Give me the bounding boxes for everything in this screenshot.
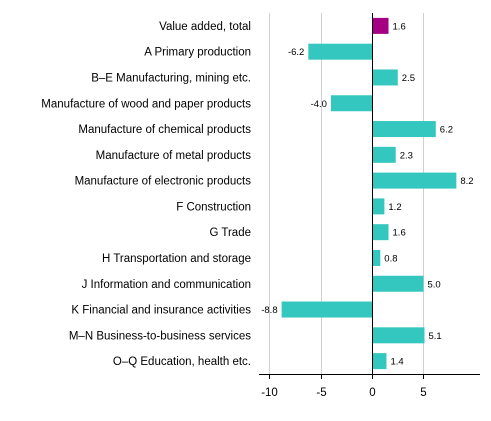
bar-0	[372, 17, 389, 34]
value-label-2: 2.5	[402, 73, 415, 84]
category-label-0: Value added, total	[159, 21, 251, 33]
value-label-10: 5.0	[427, 279, 440, 290]
category-label-5: Manufacture of metal products	[96, 150, 252, 162]
bar-3	[330, 95, 373, 112]
bars	[281, 17, 457, 370]
category-label-4: Manufacture of chemical products	[78, 124, 251, 136]
category-label-11: K Financial and insurance activities	[71, 305, 251, 317]
bar-1	[308, 43, 373, 60]
bar-6	[372, 172, 457, 189]
value-label-5: 2.3	[400, 150, 413, 161]
category-label-10: J Information and communication	[82, 279, 251, 291]
gridlines	[269, 13, 424, 374]
labels: Value added, total 1.6 A Primary productio…	[41, 21, 473, 399]
bar-11	[281, 301, 373, 318]
category-label-3: Manufacture of wood and paper products	[41, 98, 251, 110]
value-label-11: -8.8	[261, 305, 277, 316]
value-label-3: -4.0	[311, 99, 327, 110]
category-label-2: B–E Manufacturing, mining etc.	[91, 72, 251, 84]
bar-10	[372, 275, 424, 292]
category-label-8: G Trade	[209, 227, 251, 239]
value-label-12: 5.1	[428, 331, 441, 342]
x-tick-label-3: 5	[420, 387, 426, 399]
category-label-6: Manufacture of electronic products	[75, 176, 252, 188]
value-label-4: 6.2	[440, 125, 453, 136]
value-label-6: 8.2	[460, 176, 473, 187]
value-label-8: 1.6	[393, 228, 406, 239]
value-label-13: 1.4	[390, 357, 403, 368]
bar-9	[372, 249, 381, 266]
bar-7	[372, 198, 385, 215]
bar-8	[372, 224, 389, 241]
value-label-0: 1.6	[393, 21, 406, 32]
x-tick-label-1: -5	[316, 387, 326, 399]
axes	[259, 13, 480, 379]
value-label-9: 0.8	[384, 253, 397, 264]
x-tick-label-0: -10	[261, 387, 278, 399]
x-tick-label-2: 0	[369, 387, 375, 399]
value-label-1: -6.2	[288, 47, 304, 58]
category-label-13: O–Q Education, health etc.	[113, 356, 251, 368]
bar-13	[372, 353, 387, 370]
bar-4	[372, 121, 436, 138]
bar-2	[372, 69, 398, 86]
bar-5	[372, 146, 396, 163]
category-label-7: F Construction	[176, 201, 251, 213]
category-label-9: H Transportation and storage	[102, 253, 251, 265]
value-label-7: 1.2	[388, 202, 401, 213]
category-label-12: M–N Business-to-business services	[69, 330, 251, 342]
bar-12	[372, 327, 425, 344]
category-label-1: A Primary production	[144, 47, 251, 59]
